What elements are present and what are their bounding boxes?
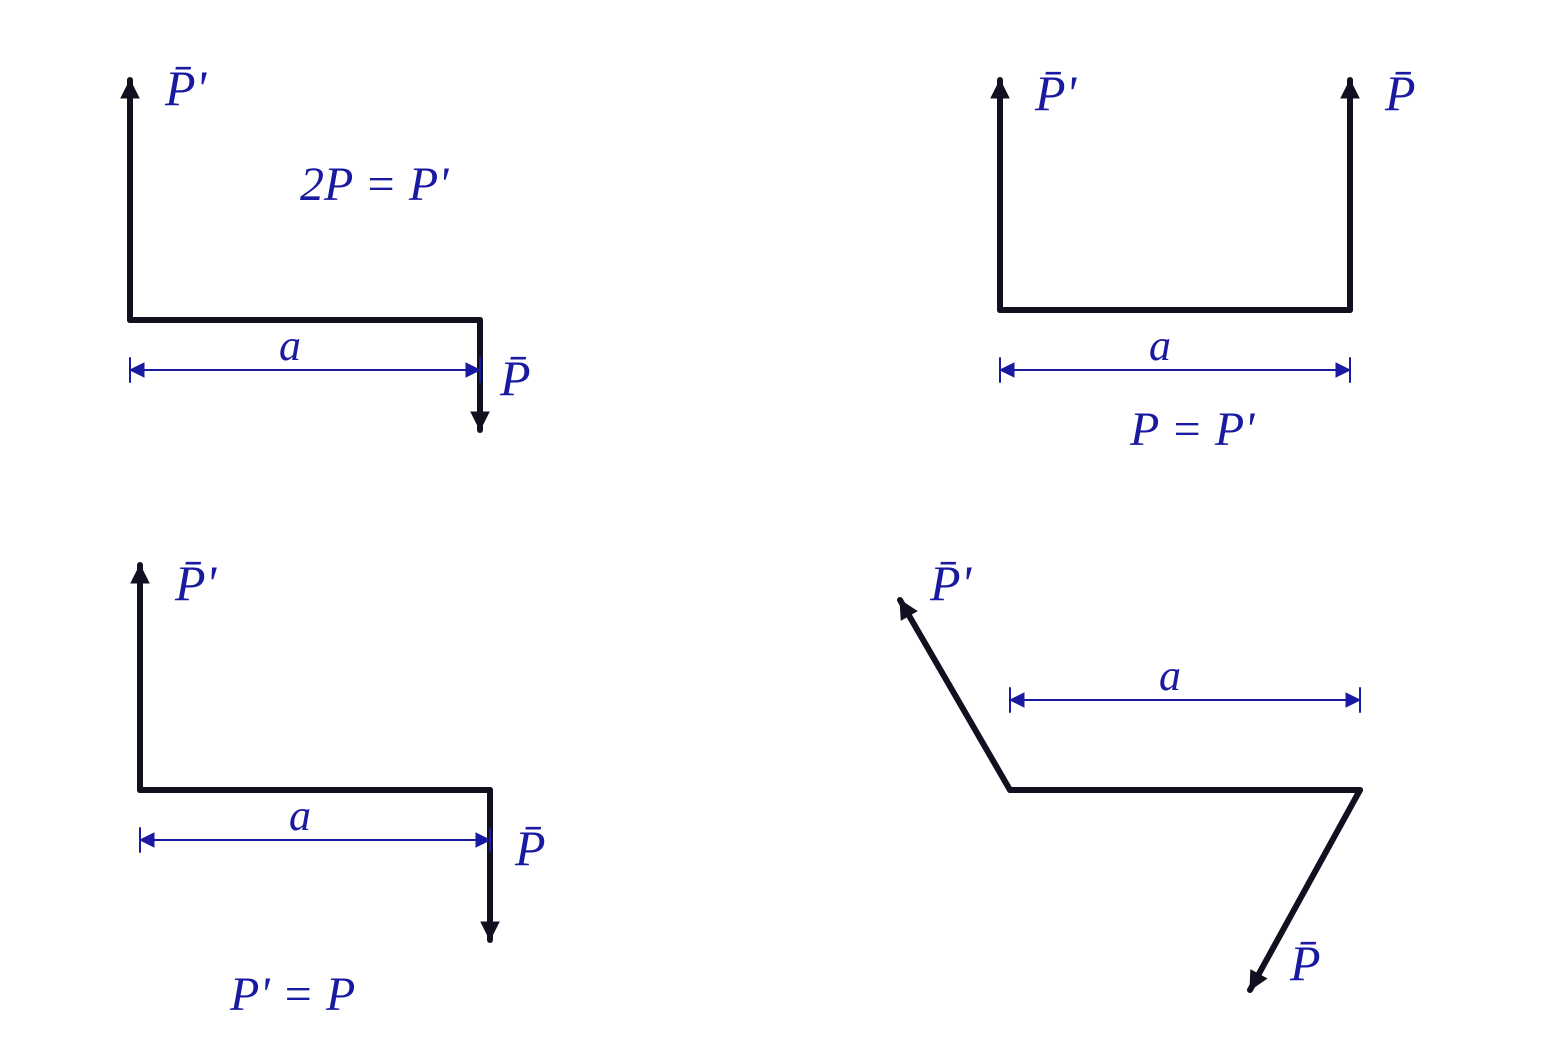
arrowhead	[1336, 363, 1350, 377]
arrowhead	[130, 363, 144, 377]
equation: 2P = P'	[300, 158, 449, 211]
force-P': P̄'	[900, 555, 1010, 790]
arrowhead	[140, 833, 154, 847]
force-label: P̄'	[164, 60, 208, 116]
equation: P = P'	[1129, 403, 1255, 456]
dim-label: a	[289, 791, 311, 840]
arrowhead	[1000, 363, 1014, 377]
force-P': P̄'	[121, 60, 208, 320]
dimension: a	[140, 791, 490, 852]
dim-label: a	[279, 321, 301, 370]
force-label: P̄	[514, 820, 546, 876]
arrowhead	[481, 922, 499, 940]
force-P: P̄	[481, 790, 546, 940]
force-P': P̄'	[131, 555, 218, 790]
panel-bottom-left: P̄' P̄ a P' = P	[131, 555, 546, 1021]
force-P': P̄'	[991, 65, 1078, 310]
arrowhead	[1346, 693, 1360, 707]
arrowhead	[1341, 80, 1359, 98]
force-label: P̄'	[929, 555, 973, 611]
arrowhead	[1010, 693, 1024, 707]
force-P: P̄	[1341, 65, 1416, 310]
arrowhead	[471, 412, 489, 430]
panel-top-left: P̄' P̄ a 2P = P'	[121, 60, 531, 430]
force-label: P̄	[1289, 935, 1321, 991]
dimension: a	[1000, 321, 1350, 382]
dimension: a	[1010, 651, 1360, 712]
force-label: P̄'	[1034, 65, 1078, 121]
panel-bottom-right: P̄' P̄ a	[900, 555, 1360, 991]
arrowhead	[121, 80, 139, 98]
force-label: P̄	[499, 350, 531, 406]
equation: P' = P	[229, 968, 355, 1021]
dimension: a	[130, 321, 480, 382]
force-shaft	[900, 600, 1010, 790]
dim-label: a	[1159, 651, 1181, 700]
arrowhead	[131, 565, 149, 583]
force-label: P̄'	[174, 555, 218, 611]
arrowhead	[991, 80, 1009, 98]
dim-label: a	[1149, 321, 1171, 370]
force-diagrams: P̄'P̄a2P = P'P̄'P̄aP = P'P̄'P̄aP' = PP̄'…	[0, 0, 1561, 1061]
panel-top-right: P̄' P̄ a P = P'	[991, 65, 1416, 456]
force-label: P̄	[1384, 65, 1416, 121]
force-P: P̄	[1250, 790, 1360, 991]
